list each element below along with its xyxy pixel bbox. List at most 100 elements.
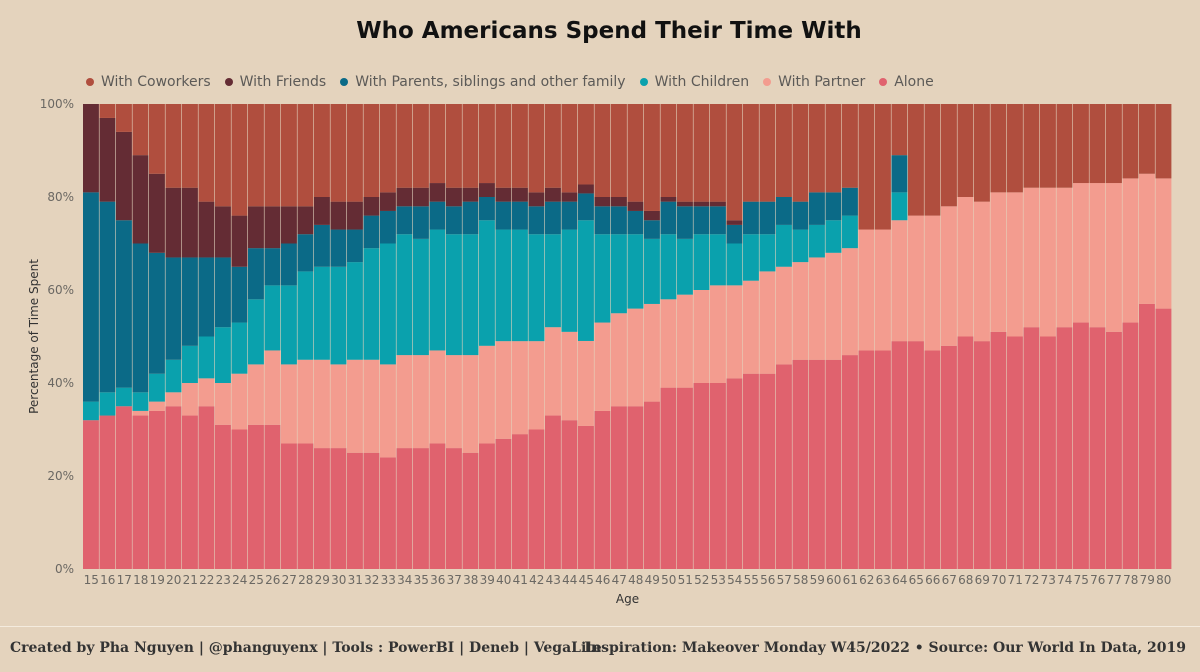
bar-segment	[380, 364, 396, 458]
bar-segment	[198, 104, 215, 202]
bar-segment	[710, 234, 726, 286]
bar-segment	[693, 104, 710, 202]
bar-segment	[561, 331, 578, 421]
bar-segment	[908, 215, 924, 342]
bar-segment	[248, 299, 264, 365]
bar-segment	[743, 201, 759, 235]
bar-segment	[660, 104, 677, 197]
bar-segment	[462, 104, 479, 188]
bar-segment	[297, 206, 314, 235]
legend-item: With Friends	[224, 74, 326, 90]
bar-segment	[1007, 104, 1023, 193]
bar-segment	[182, 383, 198, 416]
bar-segment	[957, 197, 974, 337]
bar-segment	[396, 355, 413, 449]
bar-segment	[875, 350, 891, 569]
chart-title: Who Americans Spend Their Time With	[356, 18, 862, 44]
x-tick-label: 46	[595, 573, 610, 587]
bar-segment	[545, 201, 561, 235]
bar-segment	[1073, 183, 1089, 323]
bar-segment	[677, 104, 693, 202]
bar-segment	[1023, 327, 1040, 569]
bar-segment	[116, 104, 132, 132]
bar-segment	[957, 336, 974, 569]
x-tick-label: 54	[727, 573, 742, 587]
bar-segment	[446, 104, 462, 188]
bar-segment	[858, 350, 875, 569]
bar-segment	[644, 220, 660, 239]
bar-segment	[330, 266, 347, 365]
bar-segment	[248, 364, 264, 425]
bar-segment	[132, 243, 149, 393]
bar-segment	[842, 248, 858, 356]
bar-segment	[528, 341, 545, 430]
bar-segment	[809, 359, 825, 569]
x-tick-label: 34	[397, 573, 412, 587]
bar-segment	[594, 322, 611, 411]
bar-segment	[594, 104, 611, 197]
bar-segment	[479, 220, 495, 346]
bar-segment	[545, 104, 561, 188]
bar-segment	[545, 415, 561, 569]
bar-segment	[644, 238, 660, 304]
bar-segment	[330, 104, 347, 202]
bar-segment	[726, 104, 743, 221]
bar-segment	[165, 359, 182, 393]
x-tick-label: 44	[562, 573, 577, 587]
legend-item: With Parents, siblings and other family	[340, 74, 626, 90]
bar-segment	[182, 345, 198, 383]
bar-segment	[528, 206, 545, 235]
bar-segment	[363, 452, 380, 569]
bar-segment	[809, 257, 825, 360]
bar-segment	[1056, 327, 1073, 569]
bar-segment	[693, 206, 710, 235]
bar-segment	[215, 383, 231, 425]
bar-segment	[330, 448, 347, 569]
x-tick-label: 45	[579, 573, 594, 587]
bar-segment	[396, 234, 413, 356]
bar-segment	[875, 104, 891, 230]
bar-segment	[561, 229, 578, 332]
x-tick-label: 26	[265, 573, 280, 587]
bar-segment	[825, 104, 842, 193]
bar-segment	[99, 415, 116, 569]
legend-label: Alone	[894, 74, 934, 90]
x-tick-label: 57	[777, 573, 792, 587]
bar-segment	[99, 392, 116, 416]
bar-segment	[776, 197, 792, 225]
bar-segment	[792, 201, 809, 230]
x-tick-label: 51	[678, 573, 693, 587]
x-tick-label: 59	[810, 573, 825, 587]
bar-segment	[776, 266, 792, 365]
bar-segment	[99, 117, 116, 202]
bar-segment	[264, 248, 281, 286]
bar-segment	[248, 104, 264, 207]
bar-segment	[380, 210, 396, 244]
bar-segment	[512, 341, 528, 435]
bar-segment	[990, 331, 1007, 569]
bar-segment	[660, 201, 677, 235]
bar-segment	[495, 104, 512, 188]
bar-segment	[215, 104, 231, 207]
bar-segment	[528, 429, 545, 569]
bar-segment	[198, 201, 215, 258]
bar-segment	[627, 406, 644, 569]
x-tick-label: 42	[529, 573, 544, 587]
bar-segment	[347, 359, 363, 453]
bar-segment	[644, 401, 660, 569]
x-tick-label: 70	[991, 573, 1006, 587]
bar-segment	[627, 210, 644, 235]
bar-segment	[644, 104, 660, 211]
x-tick-label: 47	[612, 573, 627, 587]
bar-segment	[314, 104, 330, 197]
x-tick-label: 25	[249, 573, 264, 587]
bar-segment	[116, 406, 132, 569]
bar-segment	[215, 257, 231, 328]
x-tick-label: 52	[694, 573, 709, 587]
bar-segment	[561, 192, 578, 202]
bar-segment	[413, 238, 429, 356]
bar-segment	[281, 243, 297, 286]
bar-segment	[462, 187, 479, 202]
bar-segment	[693, 290, 710, 383]
bar-segment	[776, 104, 792, 197]
